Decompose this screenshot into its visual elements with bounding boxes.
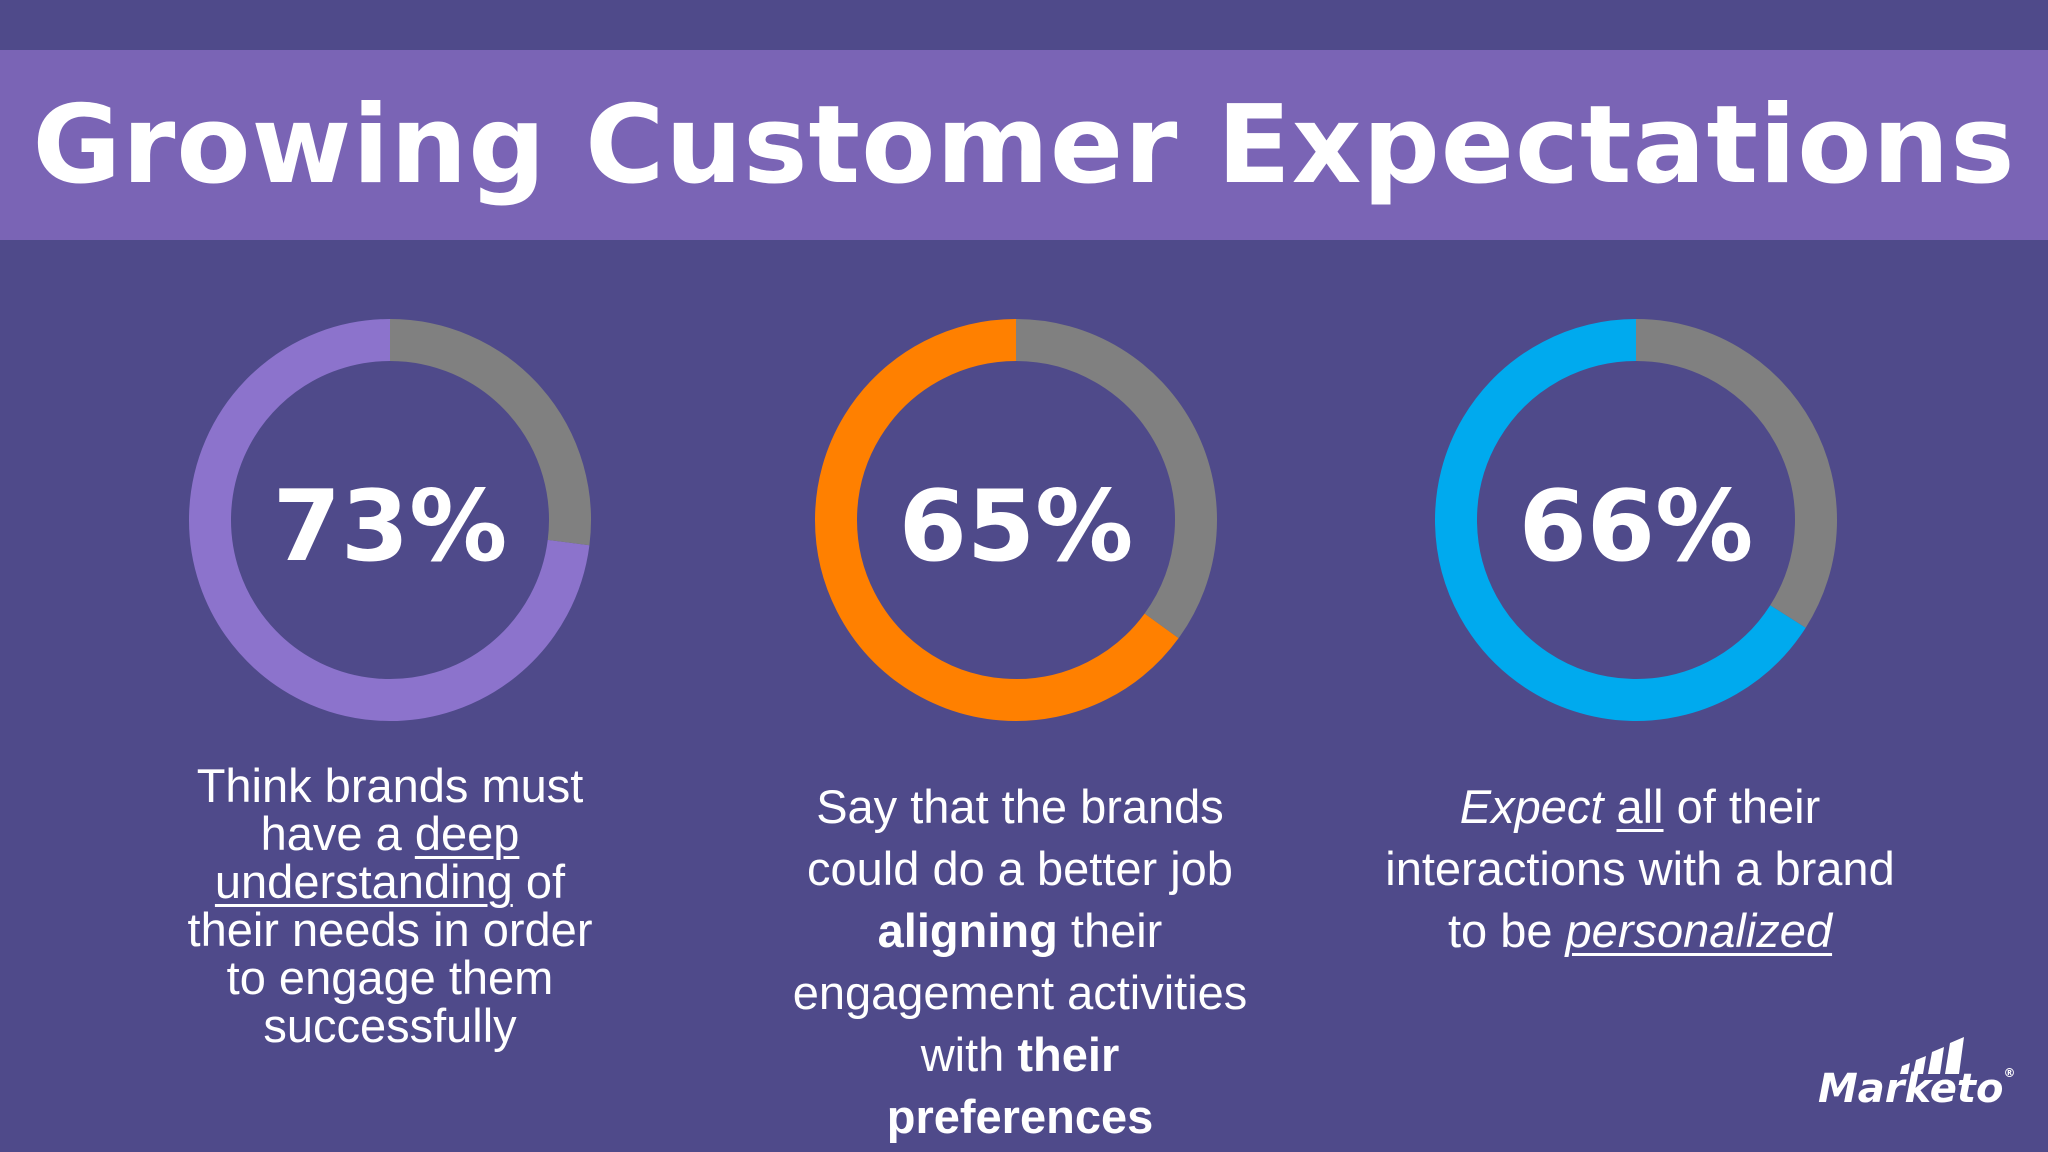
- caption-3-text-to-be: to be: [1447, 904, 1553, 957]
- caption-2: Say that the brands could do a better jo…: [730, 776, 1310, 1148]
- caption-3: Expect all of their interactions with a …: [1345, 776, 1935, 962]
- marketo-logo-text: Marketo®: [1818, 1066, 2016, 1112]
- donut-svg-3: [1435, 319, 1837, 721]
- donut-2-remainder-arc: [1015, 319, 1217, 639]
- caption-2-bold-aligning: aligning: [877, 904, 1058, 957]
- caption-2-bold-preferences: preferences: [886, 1090, 1154, 1143]
- caption-1-line-5: to engage them: [226, 951, 554, 1004]
- donut-svg-2: [815, 319, 1217, 721]
- caption-3-text-of-their: of their: [1676, 780, 1821, 833]
- caption-1-line-4: their needs in order: [187, 903, 593, 956]
- donut-chart-1: 73%: [188, 318, 592, 722]
- donut-svg-1: [189, 319, 591, 721]
- donut-3-remainder-arc: [1635, 319, 1837, 628]
- caption-1-underline-deep: deep: [414, 807, 520, 860]
- donut-1-value-label: 73%: [272, 470, 508, 584]
- page-title: Growing Customer Expectations: [32, 82, 2016, 208]
- title-band: Growing Customer Expectations: [0, 50, 2048, 240]
- caption-3-underline-all: all: [1616, 780, 1664, 833]
- donut-2-filled-arc: [815, 319, 1179, 721]
- caption-3-line-2: interactions with a brand: [1385, 842, 1895, 895]
- donut-1-filled-arc: [189, 319, 590, 721]
- donut-chart-3: 66%: [1434, 318, 1838, 722]
- caption-3-italic-expect: Expect: [1459, 780, 1604, 833]
- caption-1-line-1: Think brands must: [196, 759, 584, 812]
- caption-1: Think brands must have a deep understand…: [140, 762, 640, 1050]
- marketo-bars-icon: [1900, 1037, 1964, 1074]
- caption-2-text-with: with: [920, 1028, 1005, 1081]
- donut-2-value-label: 65%: [898, 470, 1134, 584]
- caption-1-line-6: successfully: [263, 999, 517, 1052]
- caption-2-line-2: could do a better job: [807, 842, 1233, 895]
- donut-3-filled-arc: [1435, 319, 1806, 721]
- caption-1-text-have-a: have a: [260, 807, 402, 860]
- caption-1-underline-understanding: understanding: [214, 855, 513, 908]
- caption-2-text-their: their: [1070, 904, 1163, 957]
- marketo-logo: Marketo®: [1818, 1036, 2015, 1116]
- donut-1-remainder-arc: [389, 319, 591, 546]
- donut-chart-2: 65%: [814, 318, 1218, 722]
- caption-2-line-1: Say that the brands: [816, 780, 1224, 833]
- caption-1-text-of: of: [525, 855, 566, 908]
- caption-2-line-4: engagement activities: [792, 966, 1248, 1019]
- caption-2-bold-their: their: [1017, 1028, 1120, 1081]
- donut-3-value-label: 66%: [1518, 470, 1754, 584]
- caption-3-italic-underline-personalized: personalized: [1565, 904, 1833, 957]
